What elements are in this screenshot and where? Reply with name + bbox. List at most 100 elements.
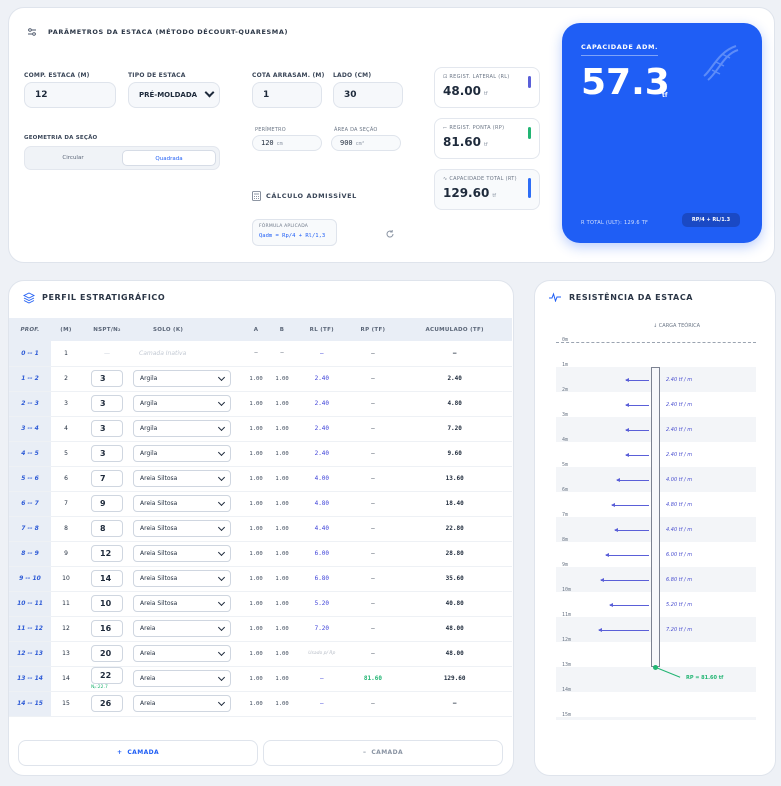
depth-label: 12m: [562, 637, 572, 643]
solo-select[interactable]: Argila: [133, 445, 231, 462]
solo-select[interactable]: Areia Siltosa: [133, 595, 231, 612]
formula-box: [252, 219, 337, 246]
lateral-card: ⊡ REGIST. LATERAL (RL) 48.00 tf: [434, 67, 540, 108]
rp-cell: —: [348, 541, 398, 567]
rp-cell: —: [348, 591, 398, 617]
nspt-input[interactable]: 12: [91, 545, 123, 562]
resist-title: RESISTÊNCIA DA ESTACA: [569, 293, 694, 302]
solo-select[interactable]: Areia Siltosa: [133, 495, 231, 512]
col-solo: SOLO (K): [133, 318, 243, 341]
table-row: 2 -- 3 3 3 Argila 1.00 1.00 2.40 — 4.80: [9, 391, 512, 417]
acc-cell: 129.60: [397, 666, 512, 692]
b-cell: 1.00: [269, 616, 296, 642]
rp-cell: —: [348, 466, 398, 492]
col-a: A: [243, 318, 270, 341]
b-cell: 1.00: [269, 491, 296, 517]
solo-select[interactable]: Areia: [133, 645, 231, 662]
solo-value: Areia: [140, 700, 156, 707]
solo-select[interactable]: Areia Siltosa: [133, 570, 231, 587]
solo-select[interactable]: Argila: [133, 420, 231, 437]
m-cell: 2: [51, 366, 81, 392]
depth-label: 2m: [562, 387, 569, 393]
table-row: 9 -- 10 10 14 Areia Siltosa 1.00 1.00 6.…: [9, 566, 512, 592]
nspt-input[interactable]: 16: [91, 620, 123, 637]
a-cell: 1.00: [243, 516, 270, 542]
solo-select[interactable]: Argila: [133, 370, 231, 387]
nspt-input[interactable]: 7: [91, 470, 123, 487]
rp-cell: —: [348, 491, 398, 517]
depth-label: 13m: [562, 662, 572, 668]
prof-cell: 11 -- 12: [9, 616, 51, 642]
nspt-input[interactable]: 3: [91, 420, 123, 437]
remove-layer-button[interactable]: – CAMADA: [263, 740, 503, 766]
area-value: 900: [340, 139, 353, 147]
comp-input[interactable]: 12: [24, 82, 116, 108]
plus-icon: +: [116, 749, 123, 756]
solo-select[interactable]: Areia Siltosa: [133, 470, 231, 487]
perim-value: 120: [261, 139, 274, 147]
nspt-input[interactable]: 22: [91, 667, 123, 684]
pile-shaft: [651, 367, 660, 667]
nspt-input[interactable]: 9: [91, 495, 123, 512]
rl-cell: 7.20: [295, 616, 349, 642]
depth-band: [556, 717, 756, 720]
solo-value: Argila: [140, 400, 158, 407]
acc-cell: —: [397, 691, 512, 717]
rp-cell: —: [348, 691, 398, 717]
rl-arrow: [624, 427, 649, 432]
rl-arrow: [613, 527, 649, 532]
load-line: [556, 342, 756, 343]
tipo-select[interactable]: PRÉ-MOLDADA: [128, 82, 220, 108]
prof-cell: 14 -- 15: [9, 691, 51, 717]
b-cell: 1.00: [269, 691, 296, 717]
rl-cell: 4.40: [295, 516, 349, 542]
nspt-input[interactable]: 8: [91, 520, 123, 537]
area-field: 900 cm²: [331, 135, 401, 151]
solo-cell: Areia Siltosa: [133, 591, 243, 617]
solo-select[interactable]: Areia: [133, 695, 231, 712]
nspt-input[interactable]: 3: [91, 445, 123, 462]
nspt-input[interactable]: 10: [91, 595, 123, 612]
rl-value-label: 4.80 tf / m: [666, 501, 693, 508]
solo-value: Argila: [140, 375, 158, 382]
comp-label: COMP. ESTACA (M): [24, 72, 90, 79]
rp-cell: —: [348, 416, 398, 442]
solo-select[interactable]: Areia Siltosa: [133, 520, 231, 537]
chevron-down-icon: [217, 648, 226, 657]
rl-value-label: 2.40 tf / m: [666, 451, 693, 458]
solo-select[interactable]: Areia Siltosa: [133, 545, 231, 562]
rl-arrow: [600, 577, 649, 582]
solo-cell: Areia Siltosa: [133, 491, 243, 517]
acc-cell: 48.00: [397, 641, 512, 667]
table-row: 13 -- 14 14 22 Nₚ:22.7 Areia 1.00 1.00 — …: [9, 666, 512, 692]
refresh-icon[interactable]: [385, 229, 395, 239]
a-cell: 1.00: [243, 666, 270, 692]
add-layer-button[interactable]: + CAMADA: [18, 740, 258, 766]
geom-quadrada[interactable]: Quadrada: [122, 150, 216, 166]
b-cell: 1.00: [269, 441, 296, 467]
chevron-down-icon: [217, 423, 226, 432]
solo-select[interactable]: Areia: [133, 620, 231, 637]
b-cell: 1.00: [269, 641, 296, 667]
table-row: 11 -- 12 12 16 Areia 1.00 1.00 7.20 — 48…: [9, 616, 512, 642]
depth-label: 7m: [562, 512, 569, 518]
nspt-input[interactable]: 26: [91, 695, 123, 712]
nspt-input[interactable]: 3: [91, 370, 123, 387]
solo-select[interactable]: Argila: [133, 395, 231, 412]
rp-cell: 81.60: [348, 666, 398, 692]
ponta-card: ⌐ REGIST. PONTA (RP) 81.60 tf: [434, 118, 540, 159]
tipo-value: PRÉ-MOLDADA: [139, 91, 198, 99]
col-acc: ACUMULADO (TF): [397, 318, 512, 341]
nspt-input[interactable]: 14: [91, 570, 123, 587]
cota-input[interactable]: 1: [252, 82, 322, 108]
nspt-input[interactable]: 3: [91, 395, 123, 412]
rp-cell: —: [348, 566, 398, 592]
chevron-down-icon: [217, 623, 226, 632]
nspt-input[interactable]: 20: [91, 645, 123, 662]
solo-value: Areia Siltosa: [140, 575, 178, 582]
geom-circular[interactable]: Circular: [62, 155, 84, 161]
solo-select[interactable]: Areia: [133, 670, 231, 687]
rl-value-label: 6.00 tf / m: [666, 551, 693, 558]
lado-input[interactable]: 30: [333, 82, 403, 108]
nspt-cell: 26: [81, 691, 133, 717]
